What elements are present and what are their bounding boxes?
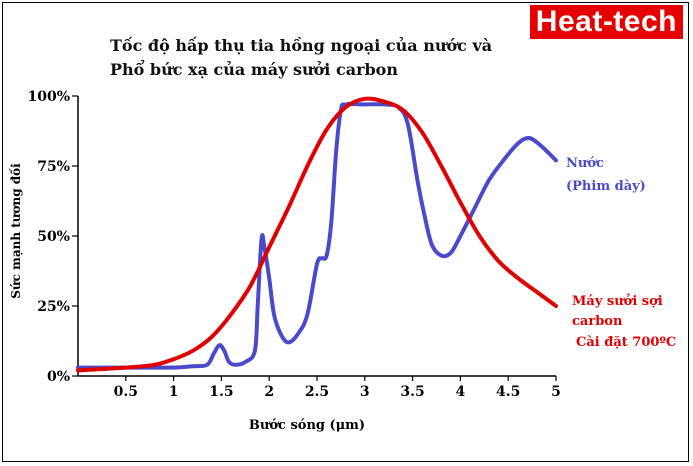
x-axis-label: Bước sóng (μm) — [249, 418, 365, 433]
x-tick-label: 1.5 — [209, 384, 233, 400]
y-tick-label: 0% — [47, 369, 70, 385]
chart-title-line-2: Phổ bức xạ của máy sưởi carbon — [110, 60, 398, 79]
chart-title-line-1: Tốc độ hấp thụ tia hồng ngoại của nước v… — [110, 36, 493, 55]
carbon-series-label-1: Máy sưởi sợi — [572, 293, 663, 309]
chart-frame — [2, 2, 689, 462]
x-tick-label: 4.5 — [496, 384, 520, 400]
x-tick-label: 5 — [551, 384, 561, 400]
brand-logo: Heat-tech — [529, 5, 683, 39]
x-tick-label: 2.5 — [305, 384, 329, 400]
x-tick-label: 3 — [360, 384, 370, 400]
water-series-label-1: Nước — [566, 156, 604, 171]
x-tick-label: 3.5 — [400, 384, 424, 400]
x-tick-label: 0.5 — [114, 384, 138, 400]
water-series-line — [76, 102, 558, 370]
carbon-series-label-2: carbon — [572, 314, 623, 329]
y-tick-label: 100% — [27, 89, 70, 105]
x-tick-label: 2 — [264, 384, 274, 400]
water-series-label-2: (Phim dày) — [566, 179, 646, 194]
y-tick-label: 75% — [37, 159, 70, 175]
carbon-series-label-3: Cài đặt 700ºC — [576, 335, 676, 350]
y-tick-label: 50% — [37, 229, 70, 245]
y-tick-label: 25% — [37, 299, 70, 315]
y-axis-label: Sức mạnh tương đối — [8, 163, 23, 299]
carbon-heater-series-line — [76, 96, 558, 373]
x-tick-label: 1 — [169, 384, 179, 400]
x-tick-label: 4 — [456, 384, 466, 400]
